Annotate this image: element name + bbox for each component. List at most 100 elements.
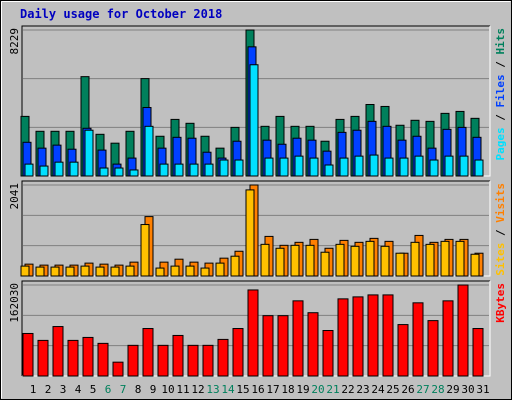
- bar: [82, 336, 94, 377]
- legend-separator: /: [494, 55, 507, 75]
- x-tick-label: 1: [30, 383, 37, 396]
- bar: [324, 164, 334, 177]
- bar: [472, 328, 484, 377]
- bar: [365, 240, 375, 277]
- bar: [52, 326, 64, 377]
- bar: [397, 324, 409, 377]
- bar: [305, 244, 315, 277]
- bar: [262, 315, 274, 377]
- bar: [217, 338, 229, 377]
- x-tick-label: 22: [341, 383, 354, 396]
- bar: [470, 253, 480, 277]
- x-tick-label: 5: [90, 383, 97, 396]
- bar: [337, 298, 349, 377]
- bar: [50, 266, 60, 277]
- x-tick-label: 26: [401, 383, 414, 396]
- bar: [260, 243, 270, 277]
- legend-entry: Pages: [494, 127, 507, 160]
- x-tick-label: 16: [251, 383, 264, 396]
- x-tick-label: 10: [161, 383, 174, 396]
- legend-entry: Files: [494, 74, 507, 107]
- bar: [232, 328, 244, 377]
- bar: [410, 241, 420, 277]
- bar: [215, 262, 225, 277]
- bar: [290, 244, 300, 277]
- bar: [185, 265, 195, 277]
- bar: [320, 251, 330, 277]
- x-tick-label: 21: [326, 383, 339, 396]
- bar: [200, 267, 210, 277]
- bar: [339, 157, 349, 177]
- plot-shadow: [21, 280, 490, 376]
- bar: [80, 265, 90, 277]
- bar: [247, 289, 259, 377]
- x-tick-label: 28: [431, 383, 444, 396]
- x-tick-label: 27: [416, 383, 429, 396]
- bar: [129, 169, 139, 177]
- x-tick-label: 13: [206, 383, 219, 396]
- bar: [275, 247, 285, 277]
- x-tick-label: 7: [120, 383, 127, 396]
- legend-entry: Visits: [494, 183, 507, 223]
- bar: [440, 240, 450, 277]
- x-tick-label: 15: [236, 383, 249, 396]
- bar: [159, 163, 169, 177]
- legend-entry: KBytes: [494, 283, 507, 323]
- bar: [67, 339, 79, 377]
- bar: [157, 344, 169, 377]
- bar: [189, 163, 199, 177]
- bar: [425, 243, 435, 277]
- x-tick-label: 23: [356, 383, 369, 396]
- bar: [125, 265, 135, 277]
- legend: Pages / Files / Hits: [494, 28, 507, 161]
- bar: [412, 302, 424, 377]
- bar: [114, 167, 124, 177]
- x-tick-label: 3: [60, 383, 67, 396]
- bar: [249, 64, 259, 177]
- bar: [172, 334, 184, 377]
- bar: [95, 266, 105, 277]
- bar: [350, 245, 360, 277]
- bar: [245, 189, 255, 277]
- bar: [155, 267, 165, 277]
- bar: [369, 154, 379, 177]
- bar: [335, 243, 345, 277]
- bar: [309, 157, 319, 177]
- bar: [230, 255, 240, 277]
- bar: [367, 294, 379, 377]
- bar: [399, 157, 409, 177]
- bar: [277, 315, 289, 377]
- x-tick-label: 11: [176, 383, 189, 396]
- x-tick-label: 20: [311, 383, 324, 396]
- bar: [39, 165, 49, 177]
- bar: [442, 300, 454, 377]
- plot-shadow: [21, 180, 490, 276]
- bar: [384, 157, 394, 177]
- bar: [219, 159, 229, 177]
- bar: [97, 342, 109, 377]
- bar: [110, 266, 120, 277]
- x-tick-label: 29: [446, 383, 459, 396]
- bar: [54, 161, 64, 177]
- x-tick-label: 12: [191, 383, 204, 396]
- bar: [127, 344, 139, 377]
- bar: [202, 344, 214, 377]
- legend-separator: /: [494, 223, 507, 243]
- bar: [294, 155, 304, 177]
- bar: [457, 284, 469, 377]
- y-tick-label: 2041: [8, 183, 21, 210]
- bar: [144, 125, 154, 177]
- bar: [459, 155, 469, 177]
- bar: [234, 159, 244, 177]
- x-tick-label: 24: [371, 383, 385, 396]
- bar: [37, 339, 49, 377]
- bar: [174, 163, 184, 177]
- bar: [65, 266, 75, 277]
- bar: [279, 157, 289, 177]
- bar: [444, 155, 454, 177]
- x-tick-label: 19: [296, 383, 309, 396]
- bar: [322, 330, 334, 377]
- legend-separator: /: [494, 108, 507, 128]
- bar: [292, 300, 304, 377]
